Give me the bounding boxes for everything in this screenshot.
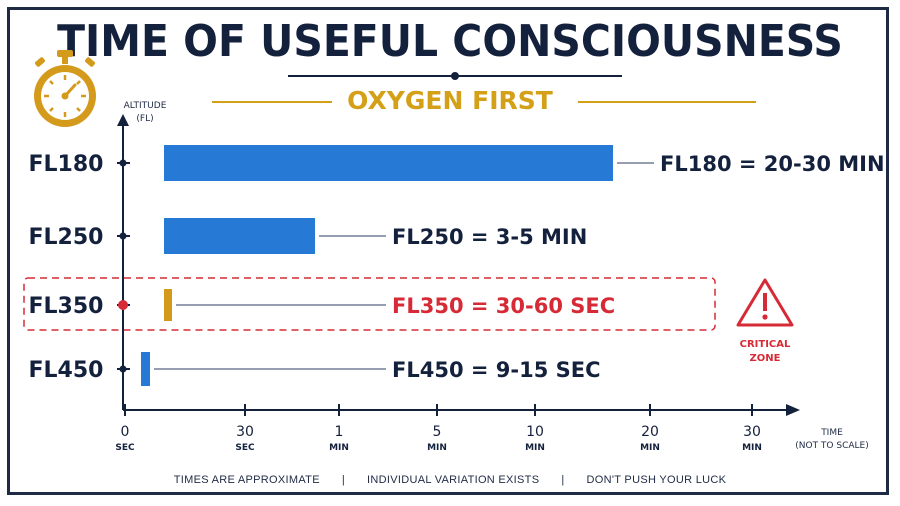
footer-separator: | bbox=[341, 474, 346, 486]
bar bbox=[164, 289, 172, 321]
footer-note-approximate: TIMES ARE APPROXIMATE bbox=[173, 474, 320, 486]
data-label: FL450 = 9-15 SEC bbox=[392, 358, 601, 382]
x-axis-arrow bbox=[786, 404, 800, 416]
infographic-frame bbox=[7, 7, 889, 495]
footer-note-luck: DON'T PUSH YOUR LUCK bbox=[586, 474, 727, 486]
category-label: FL250 bbox=[29, 225, 104, 250]
x-tick-unit: MIN bbox=[525, 443, 545, 453]
x-tick-value: 0 bbox=[121, 424, 130, 440]
level-marker-dot bbox=[118, 300, 128, 310]
x-tick-value: 10 bbox=[526, 424, 544, 440]
warning-icon bbox=[736, 278, 794, 327]
bar bbox=[164, 145, 613, 181]
level-marker-dot bbox=[119, 365, 127, 373]
x-tick-unit: MIN bbox=[742, 443, 762, 453]
x-axis-label-line1: TIME bbox=[820, 428, 843, 438]
data-label: FL250 = 3-5 MIN bbox=[392, 225, 587, 249]
chart-subtitle: OXYGEN FIRST bbox=[347, 86, 553, 115]
footer-notes: TIMES ARE APPROXIMATE | INDIVIDUAL VARIATI… bbox=[0, 474, 900, 486]
x-tick-unit: MIN bbox=[427, 443, 447, 453]
footer-separator: | bbox=[561, 474, 565, 486]
x-tick-value: 1 bbox=[335, 424, 344, 440]
data-label: FL350 = 30-60 SEC bbox=[392, 294, 615, 318]
critical-zone-label-line1: CRITICAL bbox=[740, 339, 791, 350]
critical-zone-label-line2: ZONE bbox=[750, 353, 781, 364]
y-axis-arrow bbox=[117, 114, 129, 126]
bar bbox=[141, 352, 150, 386]
y-axis-label-line2: (FL) bbox=[136, 114, 153, 124]
x-tick-unit: SEC bbox=[235, 443, 255, 453]
category-label: FL180 bbox=[29, 152, 104, 177]
x-axis-label-line2: (NOT TO SCALE) bbox=[795, 441, 869, 451]
y-axis-label-line1: ALTITUDE bbox=[124, 101, 167, 111]
category-label: FL350 bbox=[29, 294, 104, 319]
x-tick-value: 30 bbox=[743, 424, 761, 440]
category-label: FL450 bbox=[29, 358, 104, 383]
x-tick-unit: MIN bbox=[640, 443, 660, 453]
level-marker-dot bbox=[119, 232, 127, 240]
x-tick-unit: MIN bbox=[329, 443, 349, 453]
stopwatch-icon bbox=[34, 50, 96, 127]
x-tick-unit: SEC bbox=[115, 443, 135, 453]
x-tick-value: 20 bbox=[641, 424, 659, 440]
level-marker-dot bbox=[119, 159, 127, 167]
footer-note-variation: INDIVIDUAL VARIATION EXISTS bbox=[367, 474, 540, 486]
critical-zone-box bbox=[23, 277, 716, 331]
x-tick-value: 5 bbox=[433, 424, 442, 440]
bar bbox=[164, 218, 315, 254]
chart-title: TIME OF USEFUL CONSCIOUSNESS bbox=[57, 16, 843, 67]
x-tick-value: 30 bbox=[236, 424, 254, 440]
data-label: FL180 = 20-30 MIN bbox=[660, 152, 885, 176]
